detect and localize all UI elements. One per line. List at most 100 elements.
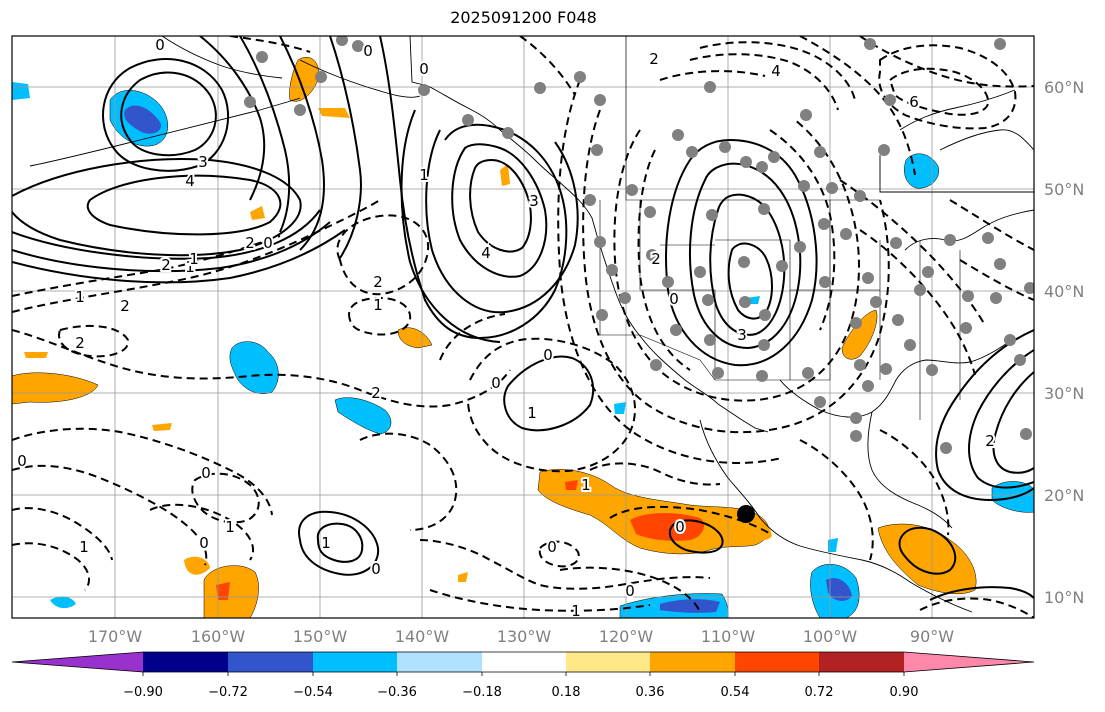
shade-blue-pacific2 — [334, 397, 392, 435]
contour-label: 2 — [651, 250, 661, 268]
colorbar-tick-label: −0.18 — [462, 685, 502, 700]
colorbar-tick-label: 0.90 — [890, 685, 919, 700]
lat-label: 60°N — [1044, 78, 1084, 97]
contour-label: 1 — [225, 518, 235, 536]
shade-orange-small2 — [500, 164, 510, 186]
shade-orange-west — [12, 372, 99, 405]
contour-label: 2 — [649, 50, 659, 68]
colorbar-segment — [819, 652, 904, 672]
lon-label: 100°W — [803, 627, 858, 646]
contour-label: 3 — [737, 326, 747, 344]
coastlines — [29, 36, 1034, 613]
lat-label: 10°N — [1044, 588, 1084, 607]
map-frame — [11, 35, 1035, 619]
colorbar-tick-label: 0.18 — [552, 685, 581, 700]
lat-label: 30°N — [1044, 384, 1084, 403]
lat-label: 50°N — [1044, 180, 1084, 199]
contour-label: 4 — [481, 244, 491, 262]
contour-label: 0 — [363, 42, 373, 60]
lon-label: 140°W — [395, 627, 450, 646]
colorbar-segment — [735, 652, 819, 672]
contour-label: 0 — [155, 36, 165, 54]
shade-orange-pacific1 — [397, 327, 433, 349]
contour-label: 2 — [985, 432, 995, 450]
contour-label: 1 — [571, 602, 581, 620]
contour-label: 0 — [547, 538, 557, 556]
colorbar-segment — [650, 652, 735, 672]
lon-label: 120°W — [599, 627, 654, 646]
lon-label: 160°W — [191, 627, 246, 646]
dashed-contours — [12, 36, 1034, 618]
colorbar-tick-label: 0.36 — [636, 685, 665, 700]
colorbar-segment — [313, 652, 397, 672]
contour-label: 1 — [75, 288, 85, 306]
longitude-axis: 170°W 160°W 150°W 140°W 130°W 120°W 110°… — [88, 627, 954, 646]
contour-label: 2 — [120, 297, 130, 315]
colorbar-tick-label: −0.90 — [123, 685, 163, 700]
contour-label: 0 — [17, 452, 27, 470]
lon-label: 150°W — [293, 627, 348, 646]
shade-darkblue-south2 — [826, 577, 852, 601]
contour-label: 1 — [79, 538, 89, 556]
lon-label: 170°W — [88, 627, 143, 646]
solid-contours — [12, 36, 1034, 601]
colorbar-tick-label: 0.72 — [805, 685, 834, 700]
colorbar-extend-left — [12, 652, 143, 672]
colorbar-tick-label: −0.36 — [377, 685, 417, 700]
latitude-axis: 60°N 50°N 40°N 30°N 20°N 10°N — [1044, 78, 1084, 607]
colorbar: −0.90 −0.72 −0.54 −0.36 −0.18 0.18 0.36 … — [11, 651, 1035, 700]
contour-label: 0 — [419, 60, 429, 78]
contour-label: 1 — [419, 166, 429, 184]
shade-blue-pacific1 — [229, 341, 279, 394]
shade-red-sw — [216, 582, 230, 600]
contour-label: 0 — [263, 234, 273, 252]
contour-label: 1 — [185, 258, 195, 276]
contour-label: 1 — [527, 404, 537, 422]
graticule — [12, 36, 1034, 618]
shade-orange-tiny — [24, 352, 48, 358]
political-borders — [599, 36, 961, 420]
contour-labels: 0 0 4 3 2 1 2 1 2 2 1 2 0 1 0 1 0 0 3 4 … — [15, 36, 997, 620]
colorbar-segment — [228, 652, 313, 672]
colorbar-tick-label: −0.54 — [293, 685, 333, 700]
shade-orange-mexico — [537, 469, 769, 555]
contour-label: 0 — [371, 560, 381, 578]
shade-orange-sw — [203, 565, 259, 618]
shade-blue-small — [614, 402, 626, 414]
colorbar-segment — [397, 652, 482, 672]
contour-label: 1 — [373, 296, 383, 314]
contour-label: 0 — [201, 464, 211, 482]
map-title: 2025091200 F048 — [450, 8, 597, 27]
shade-orange-alaska2 — [318, 108, 350, 118]
shade-darkblue-south — [660, 599, 720, 613]
location-marker[interactable] — [737, 505, 755, 523]
lat-label: 40°N — [1044, 282, 1084, 301]
contour-label: 2 — [161, 256, 171, 274]
shade-blue-small3 — [50, 596, 76, 609]
shade-red-mexico2 — [565, 480, 578, 490]
contour-label: 2 — [373, 273, 383, 291]
contour-label: 1 — [189, 250, 199, 268]
shade-orange-small5 — [458, 572, 468, 582]
shade-darkblue-nw — [124, 105, 161, 134]
lon-label: 90°W — [910, 627, 954, 646]
lat-label: 20°N — [1044, 486, 1084, 505]
colorbar-tick-label: −0.72 — [208, 685, 248, 700]
shade-orange-small1 — [250, 206, 265, 220]
shade-orange-small4 — [184, 556, 210, 575]
colorbar-segment — [143, 652, 228, 672]
lon-label: 130°W — [497, 627, 552, 646]
colorbar-extend-right — [904, 652, 1034, 672]
contour-label: 1 — [321, 534, 331, 552]
contour-label: 0 — [199, 534, 209, 552]
contour-label: 0 — [625, 582, 635, 600]
contour-label: 6 — [909, 93, 919, 111]
contour-label: 1 — [581, 476, 591, 494]
shade-orange-small3 — [152, 423, 172, 431]
contour-label: 0 — [675, 518, 685, 536]
station-dots — [244, 36, 1034, 454]
contour-label: 2 — [371, 384, 381, 402]
contour-label: 0 — [669, 290, 679, 308]
shade-blue-far-nw — [12, 82, 30, 100]
